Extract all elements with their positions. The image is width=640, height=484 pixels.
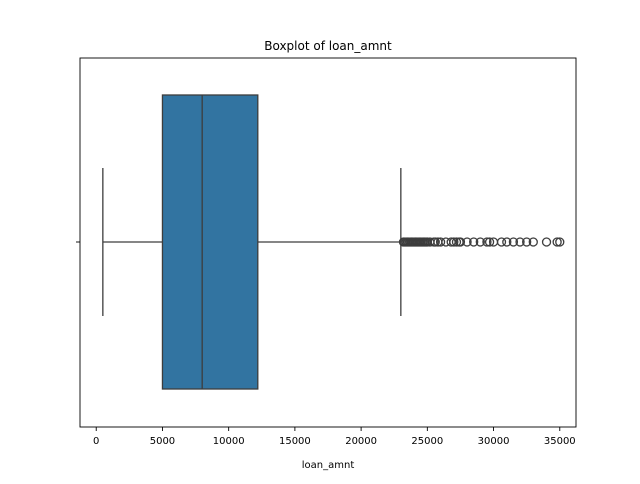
- outlier-point: [435, 237, 446, 247]
- x-tick-label: 15000: [279, 436, 311, 447]
- iqr-box: [161, 94, 259, 390]
- outlier-point: [430, 237, 440, 247]
- x-tick-label: 25000: [411, 436, 443, 447]
- outlier-point: [482, 237, 492, 247]
- outlier-point: [475, 237, 485, 247]
- x-tick-label: 10000: [213, 436, 245, 447]
- x-tick-label: 5000: [150, 436, 175, 447]
- outlier-point: [462, 237, 472, 247]
- outlier-point: [522, 237, 532, 247]
- plot-frame: [79, 57, 577, 428]
- outlier-point: [502, 237, 512, 247]
- outlier-point: [528, 237, 538, 247]
- x-tick-label: 30000: [478, 436, 510, 447]
- outlier-point: [469, 237, 479, 247]
- outlier-point: [484, 237, 495, 247]
- x-tick-label: 35000: [544, 436, 576, 447]
- outlier-point: [451, 237, 462, 247]
- outlier-point: [508, 237, 519, 247]
- chart-title: Boxplot of loan_amnt: [264, 39, 392, 53]
- x-tick-label: 20000: [345, 436, 377, 447]
- x-axis-label: loan_amnt: [302, 460, 355, 471]
- outlier-point: [449, 237, 459, 247]
- outlier-point: [552, 237, 562, 247]
- outlier-point: [541, 237, 552, 247]
- outlier-point: [515, 237, 525, 247]
- x-tick-label: 0: [93, 436, 99, 447]
- plot-area: [102, 94, 565, 390]
- x-axis: 0 5000 10000 15000 20000 25000 30000 35000: [93, 427, 576, 447]
- outlier-point: [555, 237, 565, 247]
- outlier-point: [455, 237, 466, 247]
- outlier-point: [496, 237, 507, 247]
